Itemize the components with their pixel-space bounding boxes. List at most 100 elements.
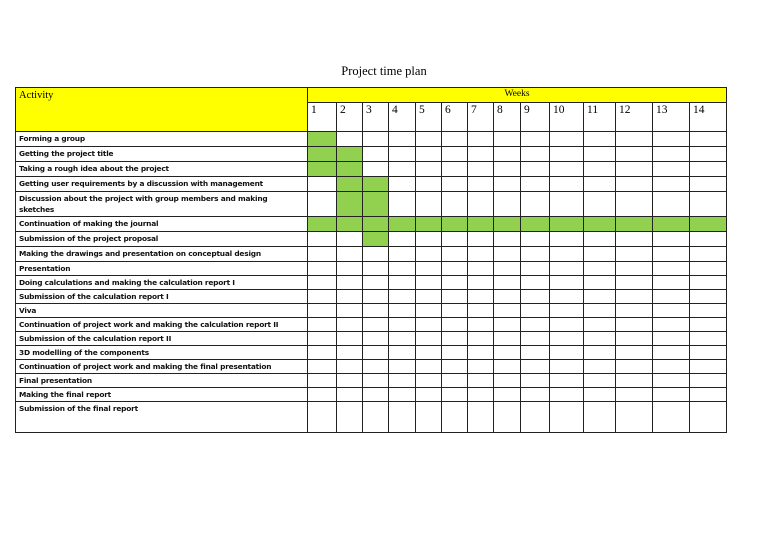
empty-cell bbox=[467, 231, 494, 247]
empty-cell bbox=[520, 289, 550, 304]
empty-cell bbox=[388, 373, 416, 388]
empty-cell bbox=[307, 331, 337, 346]
empty-cell bbox=[549, 387, 584, 402]
activity-label: Forming a group bbox=[15, 131, 308, 147]
empty-cell bbox=[362, 359, 389, 374]
empty-cell bbox=[467, 275, 494, 290]
empty-cell bbox=[615, 275, 653, 290]
empty-cell bbox=[336, 359, 363, 374]
activity-label: Viva bbox=[15, 303, 308, 318]
empty-cell bbox=[362, 161, 389, 177]
week-3-header: 3 bbox=[362, 102, 389, 132]
empty-cell bbox=[583, 191, 616, 217]
empty-cell bbox=[652, 317, 690, 332]
scheduled-cell bbox=[549, 216, 584, 232]
empty-cell bbox=[388, 387, 416, 402]
scheduled-cell bbox=[441, 216, 468, 232]
empty-cell bbox=[362, 317, 389, 332]
empty-cell bbox=[388, 303, 416, 318]
empty-cell bbox=[615, 359, 653, 374]
empty-cell bbox=[415, 231, 442, 247]
empty-cell bbox=[307, 231, 337, 247]
week-9-header: 9 bbox=[520, 102, 550, 132]
empty-cell bbox=[441, 176, 468, 192]
activity-row: Submission of the project proposal bbox=[15, 231, 727, 247]
time-plan-table: Activity Weeks 1 2 3 4 5 6 7 8 9 10 11 12 13 14 Formi… bbox=[15, 87, 727, 433]
empty-cell bbox=[415, 161, 442, 177]
empty-cell bbox=[415, 191, 442, 217]
empty-cell bbox=[441, 231, 468, 247]
empty-cell bbox=[689, 289, 727, 304]
empty-cell bbox=[307, 373, 337, 388]
empty-cell bbox=[362, 401, 389, 433]
activity-row: Submission of the final report bbox=[15, 401, 727, 433]
activity-label: Continuation of project work and making … bbox=[15, 317, 308, 332]
activity-row: Getting the project title bbox=[15, 146, 727, 162]
activity-label: Doing calculations and making the calcul… bbox=[15, 275, 308, 290]
empty-cell bbox=[549, 331, 584, 346]
empty-cell bbox=[615, 345, 653, 360]
empty-cell bbox=[307, 317, 337, 332]
empty-cell bbox=[689, 387, 727, 402]
empty-cell bbox=[388, 401, 416, 433]
empty-cell bbox=[467, 331, 494, 346]
empty-cell bbox=[415, 131, 442, 147]
empty-cell bbox=[520, 359, 550, 374]
empty-cell bbox=[549, 161, 584, 177]
empty-cell bbox=[583, 345, 616, 360]
empty-cell bbox=[415, 275, 442, 290]
empty-cell bbox=[467, 345, 494, 360]
empty-cell bbox=[583, 289, 616, 304]
empty-cell bbox=[520, 261, 550, 276]
empty-cell bbox=[441, 289, 468, 304]
empty-cell bbox=[689, 146, 727, 162]
empty-cell bbox=[583, 317, 616, 332]
empty-cell bbox=[689, 261, 727, 276]
empty-cell bbox=[388, 131, 416, 147]
empty-cell bbox=[520, 303, 550, 318]
scheduled-cell bbox=[362, 191, 389, 217]
empty-cell bbox=[689, 275, 727, 290]
activity-row: Continuation of project work and making … bbox=[15, 359, 727, 374]
empty-cell bbox=[493, 275, 521, 290]
empty-cell bbox=[362, 331, 389, 346]
scheduled-cell bbox=[336, 216, 363, 232]
empty-cell bbox=[689, 191, 727, 217]
empty-cell bbox=[520, 231, 550, 247]
empty-cell bbox=[549, 289, 584, 304]
activity-row: Discussion about the project with group … bbox=[15, 191, 727, 217]
empty-cell bbox=[467, 387, 494, 402]
empty-cell bbox=[652, 191, 690, 217]
empty-cell bbox=[520, 176, 550, 192]
empty-cell bbox=[336, 275, 363, 290]
empty-cell bbox=[549, 303, 584, 318]
scheduled-cell bbox=[362, 231, 389, 247]
scheduled-cell bbox=[307, 161, 337, 177]
empty-cell bbox=[520, 161, 550, 177]
empty-cell bbox=[520, 317, 550, 332]
week-7-header: 7 bbox=[467, 102, 494, 132]
scheduled-cell bbox=[415, 216, 442, 232]
empty-cell bbox=[388, 191, 416, 217]
activity-row: Getting user requirements by a discussio… bbox=[15, 176, 727, 192]
empty-cell bbox=[493, 161, 521, 177]
empty-cell bbox=[441, 317, 468, 332]
empty-cell bbox=[689, 317, 727, 332]
empty-cell bbox=[520, 246, 550, 262]
empty-cell bbox=[441, 246, 468, 262]
page-title: Project time plan bbox=[341, 64, 427, 78]
empty-cell bbox=[652, 146, 690, 162]
activity-row: Taking a rough idea about the project bbox=[15, 161, 727, 177]
week-5-header: 5 bbox=[415, 102, 442, 132]
empty-cell bbox=[652, 231, 690, 247]
empty-cell bbox=[362, 387, 389, 402]
empty-cell bbox=[467, 131, 494, 147]
empty-cell bbox=[307, 401, 337, 433]
empty-cell bbox=[615, 387, 653, 402]
activity-label: Making the final report bbox=[15, 387, 308, 402]
activity-row: Making the final report bbox=[15, 387, 727, 402]
empty-cell bbox=[336, 401, 363, 433]
empty-cell bbox=[549, 176, 584, 192]
empty-cell bbox=[467, 317, 494, 332]
empty-cell bbox=[415, 387, 442, 402]
